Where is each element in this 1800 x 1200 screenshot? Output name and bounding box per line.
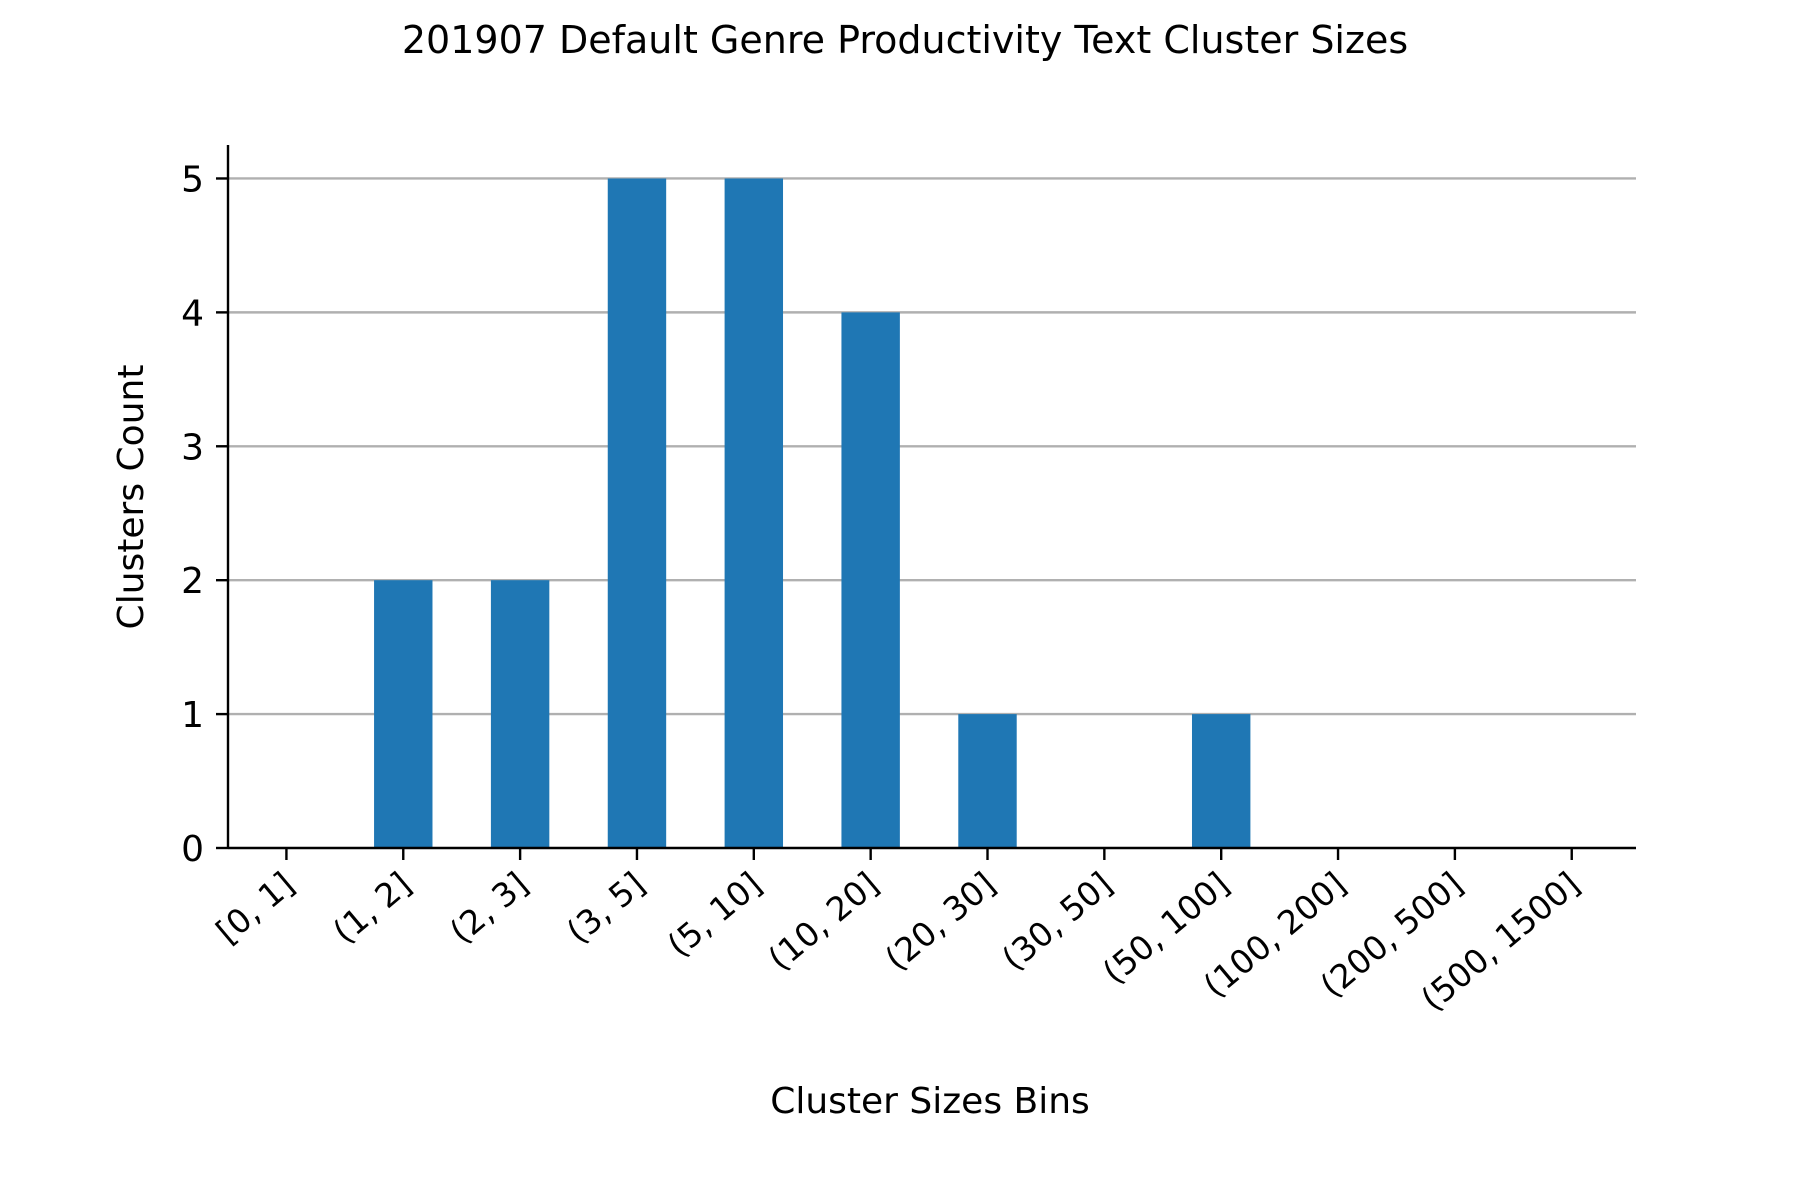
x-tick-label-4: (5, 10]: [660, 864, 769, 964]
x-tick-label-5: (10, 20]: [761, 864, 886, 978]
bar-6: [958, 714, 1017, 848]
x-tick-label-6: (20, 30]: [877, 864, 1002, 978]
x-tick-label-2: (2, 3]: [442, 864, 535, 951]
grid: [228, 177, 1636, 716]
x-tick-label-3: (3, 5]: [559, 864, 652, 951]
x-ticks: [0, 1] (1, 2] (2, 3] (3, 5] (5, 10](10, 20](…: [209, 848, 1587, 1019]
bar-5: [841, 312, 900, 848]
chart-title: 201907 Default Genre Productivity Text C…: [402, 18, 1408, 62]
bar-8: [1191, 714, 1251, 848]
y-tick-label-1: 1: [181, 695, 204, 736]
bar-3: [607, 178, 667, 848]
y-tick-label-2: 2: [181, 561, 204, 602]
axes: [226, 145, 1636, 850]
y-axis-label: Clusters Count: [111, 365, 152, 630]
bar-1: [374, 580, 433, 848]
y-tick-label-4: 4: [181, 293, 204, 334]
x-tick-label-1: (1, 2]: [325, 864, 418, 951]
y-tick-label-0: 0: [181, 829, 204, 870]
y-tick-label-5: 5: [181, 159, 204, 200]
bars: [374, 178, 1251, 848]
bar-2: [490, 580, 550, 848]
x-tick-label-0: [0, 1]: [209, 864, 302, 951]
x-axis-label: Cluster Sizes Bins: [770, 1081, 1090, 1122]
y-ticks: 0 1 2 3 4 5: [181, 159, 228, 870]
y-tick-label-3: 3: [181, 427, 204, 468]
bar-4: [724, 178, 784, 848]
